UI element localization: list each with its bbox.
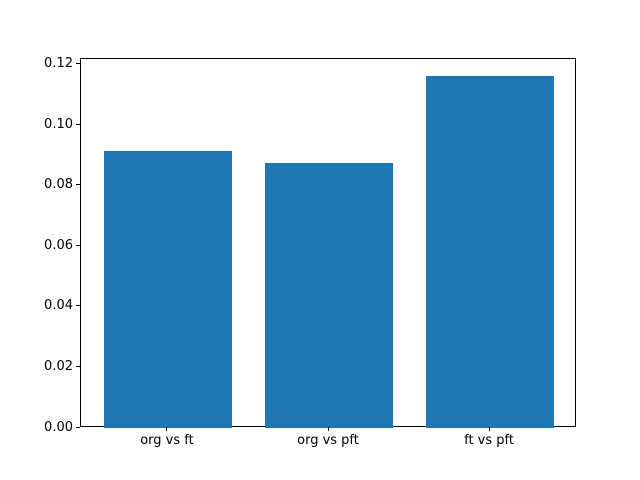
plot-area bbox=[80, 58, 576, 428]
y-tick-mark bbox=[76, 184, 80, 186]
x-tick-label-org-vs-pft: org vs pft bbox=[297, 433, 359, 448]
bar-org-vs-ft bbox=[103, 151, 233, 428]
x-tick-mark bbox=[327, 427, 329, 431]
y-tick-label: 0.10 bbox=[44, 116, 73, 132]
y-tick-label: 0.08 bbox=[44, 177, 73, 193]
y-tick-label: 0.12 bbox=[44, 56, 73, 72]
y-tick-mark bbox=[76, 123, 80, 125]
bar-ft-vs-pft bbox=[425, 76, 555, 428]
y-tick-mark bbox=[76, 63, 80, 65]
y-tick-mark bbox=[76, 365, 80, 367]
x-tick-mark bbox=[166, 427, 168, 431]
y-tick-mark bbox=[76, 305, 80, 307]
bar-org-vs-pft bbox=[264, 162, 394, 428]
x-tick-label-ft-vs-pft: ft vs pft bbox=[464, 433, 514, 448]
y-tick-mark bbox=[76, 426, 80, 428]
y-tick-mark bbox=[76, 244, 80, 246]
y-tick-label: 0.06 bbox=[44, 237, 73, 253]
y-tick-label: 0.04 bbox=[44, 298, 73, 314]
y-tick-label: 0.00 bbox=[44, 419, 73, 435]
x-tick-mark bbox=[488, 427, 490, 431]
y-tick-label: 0.02 bbox=[44, 358, 73, 374]
x-tick-label-org-vs-ft: org vs ft bbox=[140, 433, 194, 448]
